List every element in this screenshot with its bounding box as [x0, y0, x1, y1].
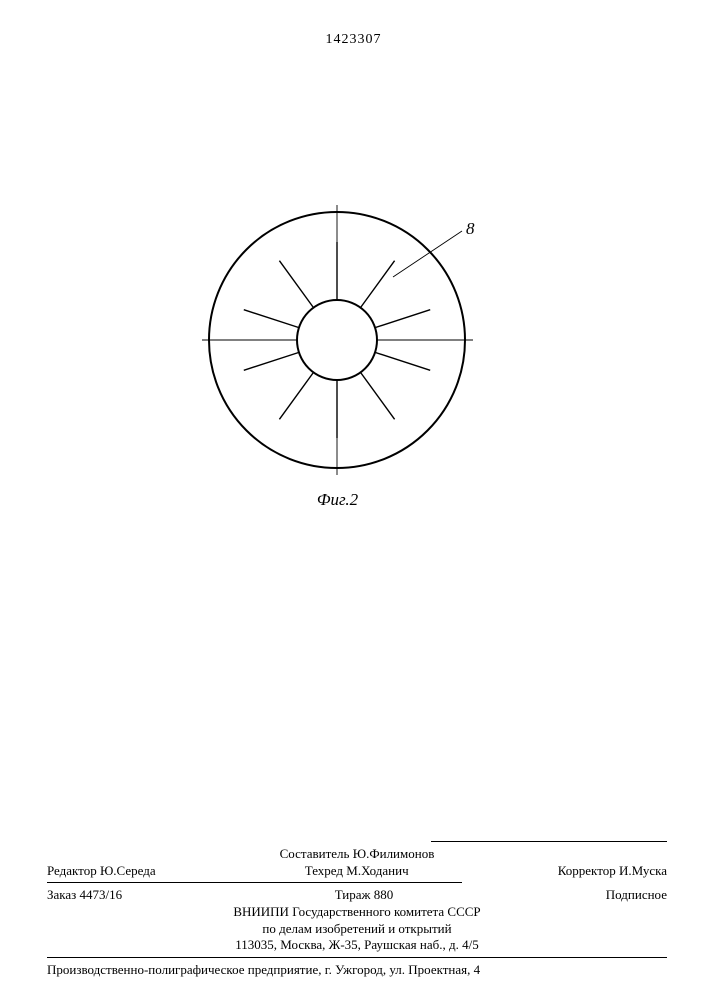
footer-rule-1	[47, 882, 462, 883]
editor-row: Редактор Ю.Середа Техред М.Ходанич Корре…	[47, 863, 667, 880]
podpis: Подписное	[606, 887, 667, 904]
compiler-line: Составитель Ю.Филимонов	[47, 846, 667, 863]
printer-line: Производственно-полиграфическое предприя…	[47, 962, 667, 979]
corrector: Корректор И.Муска	[558, 863, 667, 880]
addr-line: 113035, Москва, Ж-35, Раушская наб., д. …	[47, 937, 667, 954]
tirazh: Тираж 880	[335, 887, 394, 904]
order-row: Заказ 4473/16 Тираж 880 Подписное	[47, 887, 667, 904]
figure-2: 8 Фиг.2	[200, 195, 475, 510]
tech: Техред М.Ходанич	[305, 863, 409, 880]
org-line-2: по делам изобретений и открытий	[47, 921, 667, 938]
footer-rule-0	[431, 841, 667, 842]
figure-svg	[200, 195, 475, 485]
figure-caption: Фиг.2	[200, 490, 475, 510]
ref-label-8: 8	[466, 219, 475, 239]
order: Заказ 4473/16	[47, 887, 122, 904]
editor: Редактор Ю.Середа	[47, 863, 156, 880]
document-number: 1423307	[0, 32, 707, 48]
org-line-1: ВНИИПИ Государственного комитета СССР	[47, 904, 667, 921]
footer-rule-2	[47, 957, 667, 958]
footer-block: Составитель Ю.Филимонов Редактор Ю.Серед…	[47, 838, 667, 978]
